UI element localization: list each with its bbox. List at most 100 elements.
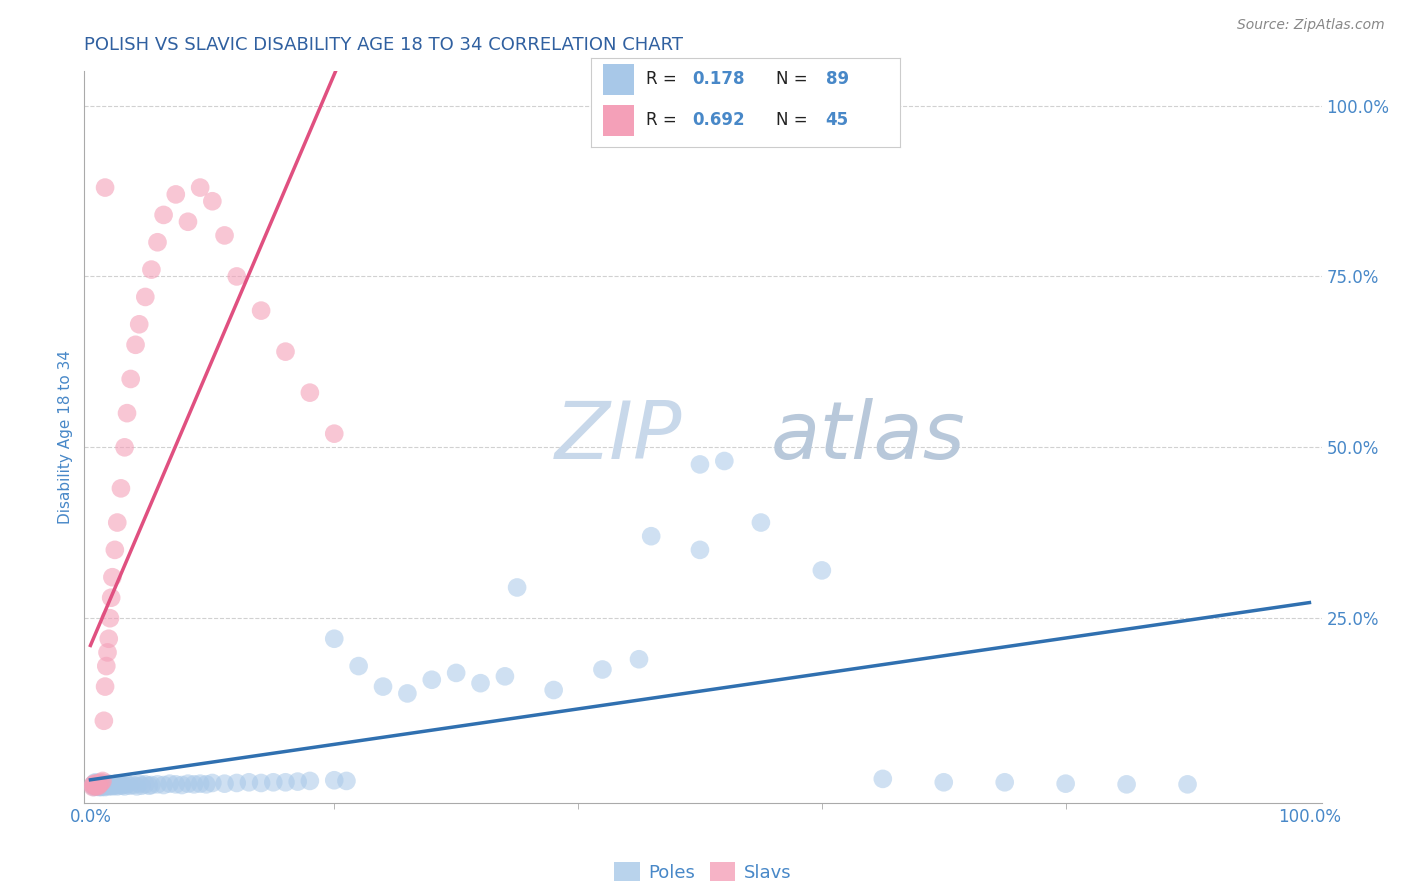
Point (107, 777, 129, 791)
Point (214, 777, 236, 791)
Point (97, 632, 120, 646)
Text: atlas: atlas (770, 398, 966, 476)
Point (262, 775, 284, 789)
Point (274, 775, 297, 789)
Point (82, 778, 104, 792)
Point (96, 659, 118, 673)
Point (100, 591, 122, 605)
Point (87, 777, 110, 791)
Point (165, 777, 187, 791)
Point (238, 775, 260, 789)
Point (84, 777, 107, 791)
Point (591, 663, 613, 677)
Point (94, 777, 117, 791)
Point (323, 426, 346, 441)
Point (110, 779, 132, 793)
Point (444, 665, 467, 680)
Point (371, 680, 394, 694)
Point (152, 208, 174, 222)
Point (214, 228, 236, 243)
Point (225, 776, 247, 790)
Point (335, 773, 357, 788)
Point (101, 780, 124, 794)
Point (87, 780, 110, 794)
Point (125, 780, 148, 794)
Point (689, 542, 711, 557)
Point (128, 777, 150, 791)
Point (97, 780, 120, 794)
Text: ZIP: ZIP (554, 398, 682, 476)
Point (86, 777, 108, 791)
Point (105, 777, 128, 791)
Point (89, 780, 111, 794)
Point (165, 187, 187, 202)
Point (201, 776, 224, 790)
Point (96, 778, 118, 792)
Text: POLISH VS SLAVIC DISABILITY AGE 18 TO 34 CORRELATION CHART: POLISH VS SLAVIC DISABILITY AGE 18 TO 34… (84, 36, 683, 54)
Point (115, 406, 138, 420)
Point (494, 669, 516, 683)
Point (188, 777, 211, 791)
Point (749, 516, 772, 530)
Point (94, 180, 117, 194)
Point (250, 303, 273, 318)
Text: 0.178: 0.178 (693, 70, 745, 88)
Point (89, 777, 111, 791)
Point (101, 570, 124, 584)
Point (124, 338, 146, 352)
Point (323, 773, 346, 788)
Point (114, 440, 136, 454)
Text: R =: R = (647, 112, 682, 129)
Point (994, 775, 1017, 789)
Point (98, 611, 121, 625)
Point (1115, 777, 1137, 791)
Point (87, 780, 110, 794)
Point (122, 778, 145, 792)
Text: 89: 89 (825, 70, 849, 88)
Point (146, 777, 169, 791)
Point (131, 779, 153, 793)
Point (152, 778, 174, 792)
FancyBboxPatch shape (603, 64, 634, 95)
Point (188, 180, 211, 194)
Point (83, 777, 105, 791)
Point (298, 385, 321, 400)
Point (872, 772, 894, 786)
Point (90, 780, 112, 794)
Point (250, 776, 273, 790)
Text: N =: N = (776, 70, 813, 88)
Point (141, 262, 163, 277)
Point (177, 215, 200, 229)
Point (104, 542, 127, 557)
Point (932, 775, 955, 789)
Point (146, 235, 169, 250)
Point (94, 780, 117, 794)
Point (83, 780, 105, 794)
Point (640, 529, 662, 543)
Point (543, 683, 565, 698)
Point (87, 776, 110, 790)
Point (105, 780, 128, 794)
Point (627, 652, 650, 666)
Point (470, 676, 492, 690)
Y-axis label: Disability Age 18 to 34: Disability Age 18 to 34 (58, 350, 73, 524)
Text: 0.692: 0.692 (693, 112, 745, 129)
Point (104, 779, 127, 793)
Point (201, 194, 224, 209)
Point (323, 632, 346, 646)
Point (298, 773, 321, 788)
Point (347, 659, 370, 673)
FancyBboxPatch shape (603, 105, 634, 136)
Point (114, 780, 136, 794)
Point (86, 779, 108, 793)
Point (811, 563, 834, 577)
Point (103, 778, 125, 792)
Point (110, 481, 132, 495)
Point (138, 779, 160, 793)
Point (118, 779, 141, 793)
Point (115, 777, 138, 791)
Point (93, 780, 115, 794)
Point (177, 777, 200, 791)
Point (1177, 777, 1199, 791)
Point (83, 777, 105, 791)
